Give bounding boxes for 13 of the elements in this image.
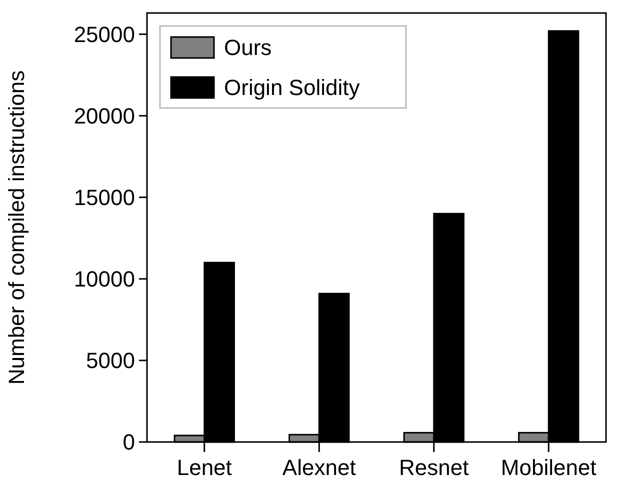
y-tick-label: 0 [122, 430, 135, 455]
x-tick-label: Alexnet [282, 455, 356, 480]
x-tick-label: Mobilenet [500, 455, 596, 480]
y-tick-label: 25000 [74, 22, 135, 47]
legend-label: Ours [224, 35, 272, 60]
y-tick-label: 20000 [74, 103, 135, 128]
y-tick-label: 5000 [86, 348, 135, 374]
legend-label: Origin Solidity [224, 75, 360, 100]
x-tick-label: Lenet [176, 455, 232, 480]
x-tick-label: Resnet [399, 455, 469, 480]
y-tick-label: 10000 [74, 266, 135, 292]
y-tick-label: 15000 [74, 185, 135, 210]
y-axis-title: Number of compiled instructions [4, 70, 29, 385]
